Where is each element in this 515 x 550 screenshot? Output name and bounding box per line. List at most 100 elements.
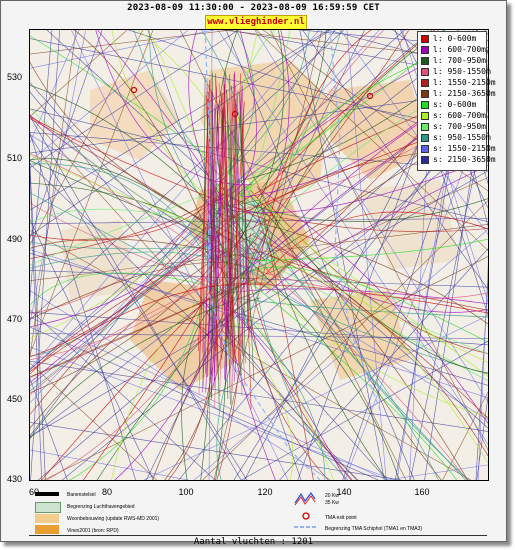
flight-track [30, 422, 403, 480]
x-tick: 140 [336, 487, 352, 497]
flight-track [30, 158, 243, 253]
flight-track [227, 237, 468, 480]
x-tick: 100 [178, 487, 194, 497]
flight-track [215, 73, 228, 340]
flight-track [30, 30, 77, 359]
flight-track [30, 282, 266, 373]
flight-track [30, 361, 488, 432]
flight-track [242, 214, 349, 480]
flight-track [265, 165, 488, 294]
flight-track [30, 30, 128, 117]
tma-exit-marker [130, 86, 138, 94]
vinex-swatch [35, 525, 59, 534]
flight-track [249, 238, 488, 262]
flight-track [30, 132, 488, 171]
flight-track [30, 30, 234, 55]
x-tick: 120 [257, 487, 273, 497]
flight-track [214, 212, 488, 325]
flight-track [242, 85, 249, 331]
legend-swatch [421, 155, 429, 164]
altitude-legend: l: 0-600m l: 600-700m l: 700-950m l: 950… [417, 31, 496, 171]
wind-icon [294, 491, 316, 506]
flight-track-map[interactable] [29, 29, 489, 481]
flight-track [235, 86, 244, 357]
flight-track [221, 299, 346, 480]
key-wind-20: 20 Kw [325, 493, 339, 499]
flight-track [179, 30, 407, 480]
flight-track [147, 30, 302, 480]
flight-track [385, 464, 488, 480]
legend-item: s: 2150-3650m [421, 155, 496, 165]
flight-track [30, 30, 336, 437]
flight-track [240, 105, 246, 364]
flight-track [30, 333, 488, 339]
flight-track [238, 91, 255, 381]
flight-track [395, 30, 488, 316]
legend-item: s: 600-700m [421, 111, 486, 121]
flight-track [239, 87, 250, 338]
flight-track [229, 241, 488, 382]
flight-track [217, 191, 488, 222]
flight-track [41, 293, 214, 480]
flight-track [226, 92, 242, 337]
flight-track [30, 311, 488, 346]
legend-item: l: 0-600m [421, 34, 476, 44]
flight-track [201, 79, 212, 354]
flight-track [96, 297, 261, 480]
flight-track [206, 100, 221, 371]
flight-track [218, 30, 259, 228]
legend-item: l: 950-1550m [421, 67, 491, 77]
flight-track [30, 163, 42, 480]
flight-track [255, 30, 488, 251]
flight-track [30, 160, 215, 238]
runway-swatch [35, 492, 59, 496]
flight-track [30, 30, 144, 246]
y-tick: 430 [7, 474, 23, 484]
flight-track [269, 255, 488, 419]
flight-track [30, 270, 488, 288]
tma-exit-marker [366, 92, 374, 100]
legend-item: l: 700-950m [421, 56, 486, 66]
flight-track [71, 30, 289, 480]
flight-track [181, 286, 240, 480]
flight-track [299, 30, 385, 480]
flight-track [237, 249, 400, 480]
y-tick: 530 [7, 72, 23, 82]
map-frame: 2023-08-09 11:30:00 - 2023-08-09 16:59:5… [0, 0, 507, 547]
flight-track [30, 283, 213, 396]
flight-track [222, 295, 488, 318]
brand-link[interactable]: www.vlieghinder.nl [205, 15, 307, 30]
airport-boundary-swatch [35, 502, 61, 513]
tma-exit-icon [302, 512, 310, 520]
footer-divider [29, 535, 487, 536]
flight-track [30, 272, 235, 306]
legend-swatch [421, 56, 429, 65]
flight-track [30, 108, 488, 222]
flight-track [73, 30, 230, 289]
flight-track [30, 212, 233, 357]
flight-track [30, 61, 259, 246]
key-wind-35: 35 Kw [325, 500, 339, 506]
flight-track [30, 252, 488, 386]
flight-track [249, 194, 488, 374]
flight-track [257, 228, 488, 313]
y-tick: 450 [7, 394, 23, 404]
flight-track [30, 218, 154, 480]
flight-track [216, 246, 246, 480]
x-tick: 160 [414, 487, 430, 497]
flight-track [193, 228, 488, 480]
legend-swatch [421, 78, 429, 87]
flight-track [30, 30, 331, 236]
flight-track [218, 82, 234, 336]
flight-track [229, 75, 233, 332]
flight-track [37, 93, 488, 480]
flight-track [30, 229, 243, 394]
flight-tracks [30, 30, 488, 480]
flight-track [30, 241, 211, 250]
y-tick: 490 [7, 234, 23, 244]
housing-swatch [35, 514, 59, 523]
legend-item: l: 1550-2150m [421, 78, 496, 88]
flight-track [209, 91, 225, 388]
flight-track [262, 195, 488, 355]
legend-item: s: 950-1550m [421, 133, 491, 143]
